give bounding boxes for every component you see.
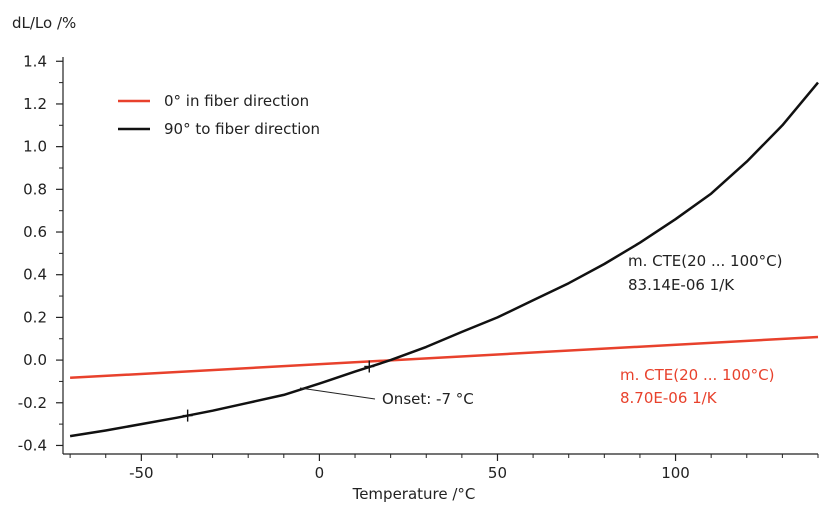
x-tick-label: -50	[129, 464, 154, 482]
y-tick-label: 0.0	[23, 351, 47, 369]
x-axis-title: Temperature /°C	[352, 485, 476, 503]
y-tick-label: 1.0	[23, 138, 47, 156]
series-layer	[69, 81, 819, 438]
y-tick-label: 0.2	[23, 308, 47, 326]
y-tick-label: 0.8	[23, 180, 47, 198]
y-axis-ticks: -0.4 -0.2 0.0 0.2 0.4 0.6 0.8 1.0 1.2 1.4	[18, 52, 63, 454]
cte-90-annotation-line2: 83.14E-06 1/K	[628, 276, 735, 294]
x-tick-label: 0	[315, 464, 325, 482]
y-tick-label: 1.2	[23, 95, 47, 113]
x-tick-label: 100	[661, 464, 690, 482]
y-tick-label: 0.6	[23, 223, 47, 241]
y-axis-title: dL/Lo /%	[12, 14, 76, 32]
marker-layer	[182, 360, 375, 422]
series-line-1	[69, 81, 819, 438]
legend-label-90-deg: 90° to fiber direction	[164, 120, 320, 138]
y-tick-label: 1.4	[23, 52, 47, 70]
legend-label-0-deg: 0° in fiber direction	[164, 92, 309, 110]
legend: 0° in fiber direction 90° to fiber direc…	[118, 92, 320, 138]
y-tick-label: -0.2	[18, 394, 47, 412]
onset-leader-line	[299, 387, 376, 400]
cte-90-annotation-line1: m. CTE(20 ... 100°C)	[628, 252, 783, 270]
onset-annotation: Onset: -7 °C	[382, 390, 474, 408]
series-line-0	[70, 335, 819, 380]
x-axis-ticks: -50 0 50 100	[69, 454, 819, 482]
y-tick-label: -0.4	[18, 436, 47, 454]
y-tick-label: 0.4	[23, 266, 47, 284]
cte-0-annotation-line2: 8.70E-06 1/K	[620, 389, 718, 407]
x-tick-label: 50	[488, 464, 507, 482]
cte-0-annotation-line1: m. CTE(20 ... 100°C)	[620, 366, 775, 384]
